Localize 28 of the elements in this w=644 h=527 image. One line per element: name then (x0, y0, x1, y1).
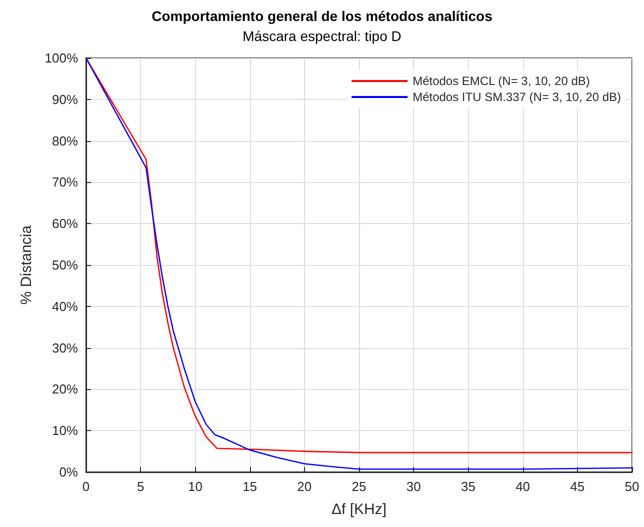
y-tick-label: 30% (52, 340, 78, 356)
x-tick-label: 0 (82, 479, 90, 494)
x-tick-label: 35 (460, 479, 476, 494)
x-axis-title: Δf [KHz] (331, 501, 387, 518)
y-tick-label: 10% (52, 423, 78, 438)
x-tick-label: 50 (624, 479, 640, 494)
legend-label: Métodos EMCL (N= 3, 10, 20 dB) (412, 74, 590, 88)
chart-title: Comportamiento general de los métodos analíticos (152, 8, 493, 24)
y-tick-label: 90% (52, 92, 78, 107)
x-tick-label: 40 (516, 479, 530, 494)
y-tick-label: 80% (52, 133, 78, 148)
x-tick-label: 45 (570, 479, 585, 494)
y-tick-label: 40% (52, 298, 78, 314)
y-axis-title: % Distancia (18, 224, 35, 305)
x-tick-label: 25 (352, 479, 366, 494)
y-tick-label: 20% (52, 382, 78, 397)
x-tick-label: 10 (188, 479, 202, 494)
x-tick-label: 15 (242, 479, 258, 494)
y-tick-label: 50% (52, 258, 78, 272)
chart-subtitle: Máscara espectral: tipo D (242, 28, 402, 44)
legend-label: Métodos ITU SM.337 (N= 3, 10, 20 dB) (412, 90, 622, 104)
y-tick-label: 70% (52, 174, 78, 190)
y-tick-label: 60% (52, 216, 78, 232)
y-tick-label: 100% (44, 50, 78, 66)
x-tick-label: 5 (136, 479, 144, 494)
y-tick-label: 0% (59, 464, 78, 480)
x-tick-label: 30 (406, 479, 421, 494)
x-tick-label: 20 (297, 479, 312, 494)
